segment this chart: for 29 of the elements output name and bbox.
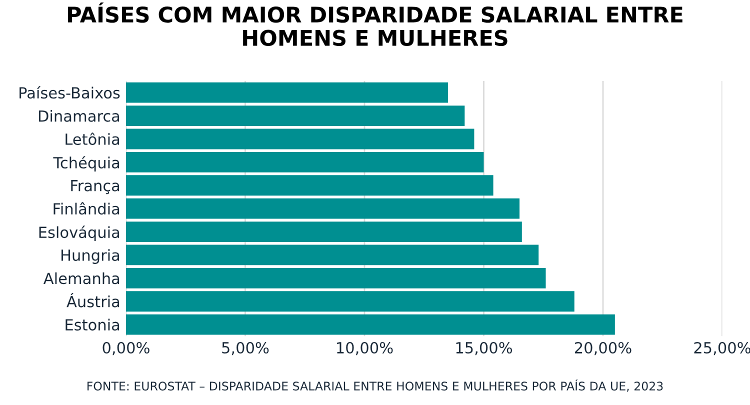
source-note: FONTE: EUROSTAT – DISPARIDADE SALARIAL ENTRE HOMENS E MULHERES POR PAÍS DA UE, 2023	[88, 379, 663, 392]
y-tick-label: Dinamarca	[38, 110, 120, 122]
x-tick-label: 5,00%	[222, 342, 269, 356]
y-tick-label: Letônia	[66, 132, 120, 146]
y-tick-label: Finlândia	[54, 202, 120, 215]
y-tick-label: Estonia	[66, 318, 120, 331]
bar	[126, 175, 494, 196]
x-tick-label: 15,00%	[456, 342, 512, 356]
bar	[126, 268, 546, 288]
y-tick-label: França	[71, 180, 120, 194]
bar	[126, 291, 574, 312]
x-tick-label: 20,00%	[574, 342, 632, 356]
y-tick-label: Eslováquia	[39, 226, 120, 242]
bar	[126, 222, 522, 242]
chart-title: PAÍSES COM MAIOR DISPARIDADE SALARIAL ENTRE HOMENS E MULHERES	[68, 2, 682, 46]
y-tick-label: Tchéquia	[53, 156, 120, 172]
y-tick-label: Áustria	[66, 293, 120, 308]
bar	[126, 106, 465, 126]
bar	[126, 82, 448, 103]
bar	[126, 152, 484, 172]
bar	[126, 128, 474, 150]
bar	[126, 198, 520, 219]
x-tick-label: 10,00%	[337, 342, 393, 356]
y-tick-label: Países-Baixos	[20, 86, 120, 99]
y-tick-label: Hungria	[62, 249, 120, 264]
y-tick-label: Alemanha	[43, 272, 120, 284]
bar	[126, 314, 615, 335]
bar	[126, 244, 539, 266]
x-tick-label: 0,00%	[102, 342, 150, 356]
